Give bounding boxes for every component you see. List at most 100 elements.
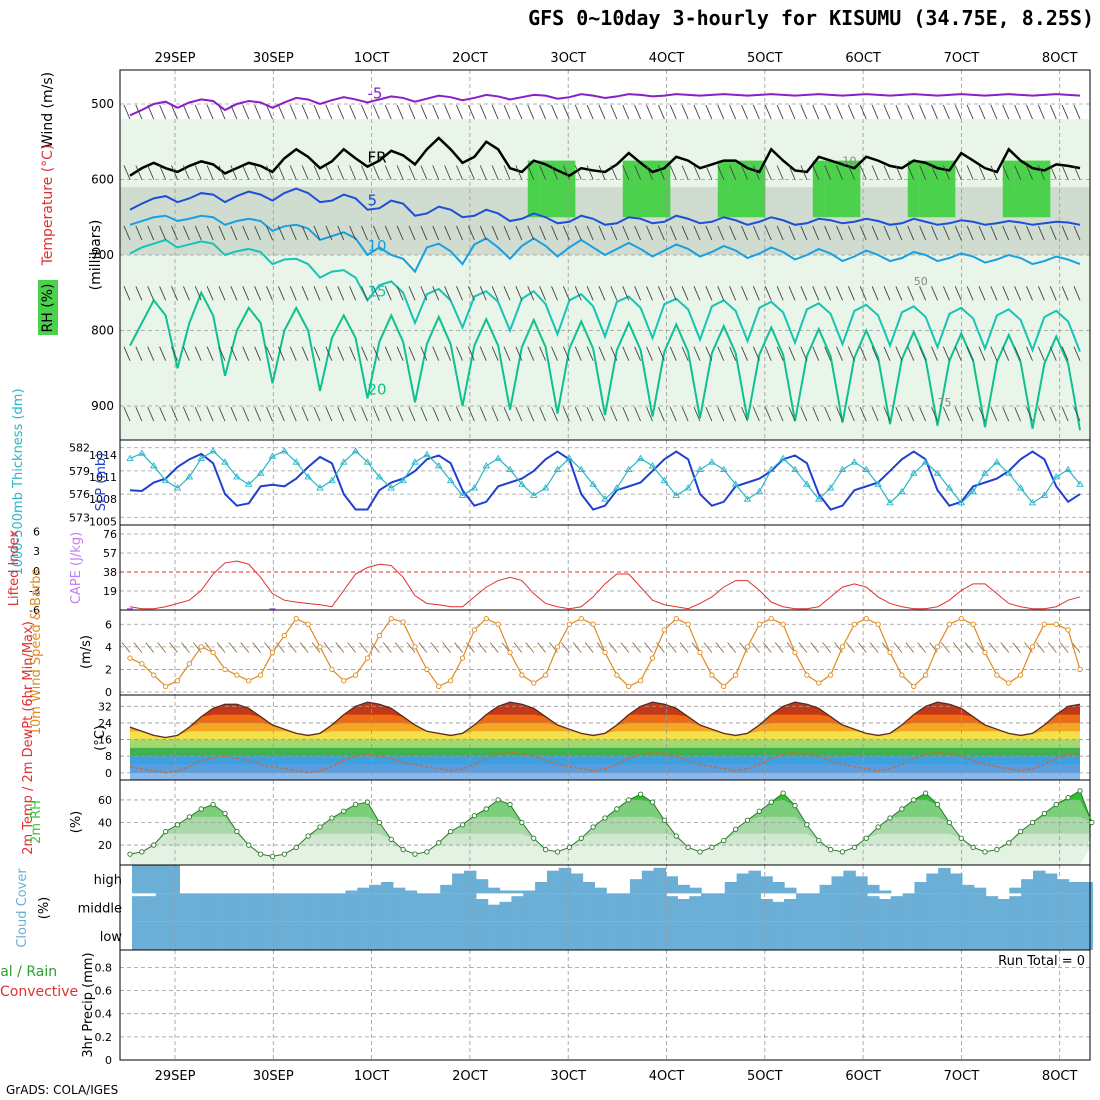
- rh-marker: [542, 846, 549, 853]
- wind-barb: [194, 225, 202, 241]
- rh-marker: [1017, 828, 1024, 835]
- wind-barb: [931, 346, 938, 361]
- cloud-cell: [440, 884, 453, 894]
- wind-barb: [349, 286, 357, 301]
- cloud-cell: [167, 893, 181, 922]
- wind-barb: [539, 286, 547, 301]
- slp-marker: [1064, 465, 1072, 473]
- wind-barb: [551, 346, 558, 361]
- wind-barb: [942, 225, 950, 241]
- tick-label: 0: [105, 686, 112, 699]
- wind-marker: [922, 672, 929, 678]
- tick-label: 8OCT: [1042, 1069, 1078, 1084]
- wind-barb: [123, 225, 131, 241]
- rh-marker: [1006, 840, 1012, 846]
- isotherm-label: 20: [368, 380, 387, 398]
- wind-barb: [157, 642, 166, 653]
- slp-marker: [268, 452, 277, 459]
- cloud-cell: [546, 921, 560, 950]
- wind-barb: [764, 286, 772, 301]
- wind-barb: [572, 642, 582, 653]
- wind-barb: [1037, 104, 1045, 120]
- rh-marker: [685, 844, 691, 850]
- slp-marker: [1016, 484, 1025, 491]
- wind-barb: [574, 225, 582, 241]
- cloud-cell: [985, 921, 999, 950]
- slp-marker: [1040, 491, 1049, 498]
- axis-label: Lifted Index: [7, 529, 22, 606]
- wind-barb: [598, 165, 606, 180]
- wind-barb: [230, 346, 238, 361]
- wind-barb: [871, 346, 879, 361]
- rh-marker: [899, 806, 905, 812]
- wind-marker: [863, 615, 869, 622]
- slp-marker: [411, 458, 419, 465]
- wind-barb: [206, 286, 214, 301]
- rh-marker: [614, 806, 620, 812]
- wind-marker: [887, 649, 893, 656]
- slp-marker: [755, 487, 764, 495]
- wind-barb: [242, 406, 250, 422]
- wind-barb: [539, 406, 547, 422]
- cloud-cell: [404, 921, 418, 950]
- cloud-cell: [309, 921, 323, 950]
- slp-marker: [933, 469, 942, 476]
- wind-barb: [788, 346, 796, 361]
- wind-barb: [456, 104, 463, 120]
- cloud-cell: [132, 921, 145, 950]
- wind-marker: [364, 655, 371, 661]
- wind-barb: [515, 346, 523, 361]
- wind-barb: [182, 286, 190, 301]
- wind-barb: [762, 642, 772, 653]
- wind-barb: [456, 346, 463, 361]
- wind-barb: [503, 286, 511, 301]
- wind-barb: [574, 104, 582, 120]
- rh-marker: [590, 824, 596, 830]
- rh-marker: [447, 828, 454, 835]
- cloud-cell: [748, 893, 761, 922]
- wind-barb: [741, 165, 748, 180]
- slp-marker: [719, 465, 728, 473]
- wind-barb: [254, 286, 262, 301]
- axis-label: 3hr Precip (mm): [81, 952, 96, 1057]
- cloud-cell: [440, 921, 453, 950]
- rh-marker: [412, 851, 418, 857]
- rh-band: [130, 845, 1092, 865]
- wind-barb: [266, 225, 273, 241]
- wind-marker: [934, 644, 941, 650]
- wind-barb: [313, 104, 321, 120]
- wind-barb: [444, 286, 452, 301]
- wind-barb: [1049, 286, 1057, 301]
- cloud-cell: [345, 893, 358, 922]
- wind-barb: [301, 165, 309, 180]
- cloud-cell: [214, 893, 228, 922]
- wind-barb: [311, 642, 321, 653]
- slp-marker: [589, 480, 597, 487]
- cloud-cell: [392, 893, 406, 922]
- wind-barb: [503, 165, 511, 180]
- wind-barb: [361, 406, 368, 422]
- rh-cell: [658, 160, 671, 218]
- cloud-cell: [902, 893, 916, 922]
- wind-barb: [610, 104, 618, 120]
- wind-barb: [847, 286, 855, 301]
- wind-barb: [729, 104, 737, 120]
- wind-barb: [454, 642, 463, 653]
- wind-barb: [1059, 642, 1069, 653]
- tick-label: 576: [69, 488, 90, 501]
- rh-marker: [162, 828, 169, 835]
- wind-marker: [234, 672, 240, 678]
- slp-marker: [149, 461, 158, 469]
- wind-barb: [836, 104, 843, 120]
- wind-barb: [836, 165, 843, 180]
- wind-barb: [527, 406, 535, 422]
- wind-barb: [444, 406, 452, 422]
- wind-barb: [467, 346, 475, 361]
- tick-label: 57: [103, 547, 117, 560]
- wind-barb: [135, 346, 143, 361]
- axis-label: (%): [69, 811, 84, 834]
- wind-barb: [824, 225, 832, 241]
- wind-barb: [907, 104, 915, 120]
- wind-marker: [293, 615, 299, 622]
- wind-barb: [147, 225, 155, 241]
